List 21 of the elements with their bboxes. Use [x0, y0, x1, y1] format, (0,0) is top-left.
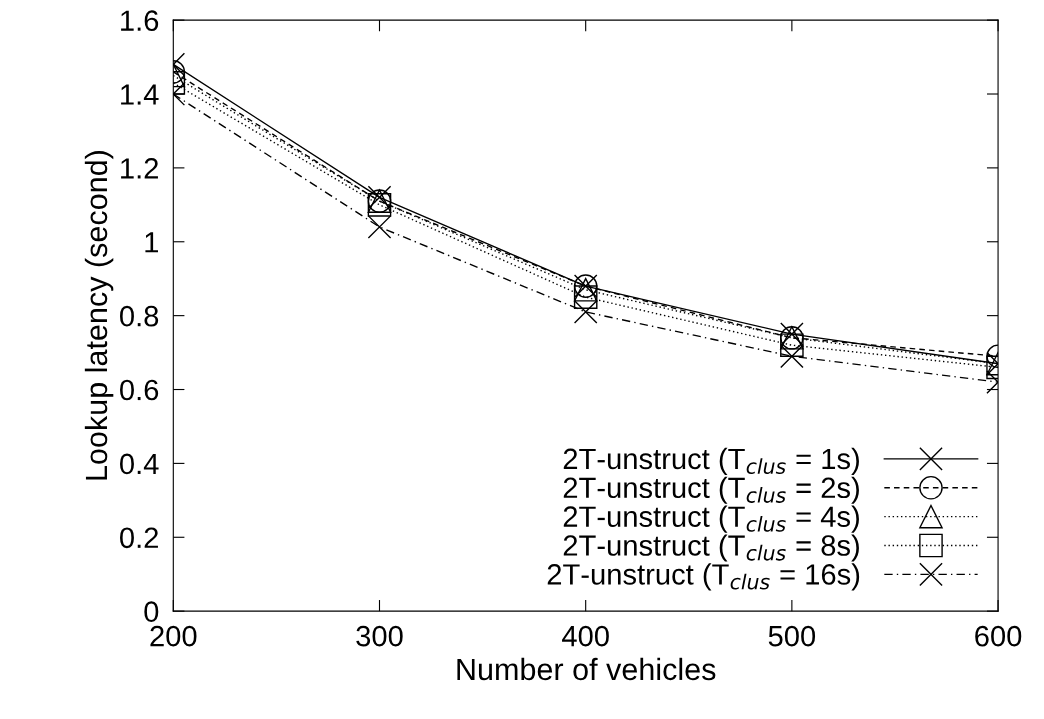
- x-axis-title: Number of vehicles: [457, 657, 716, 681]
- legend-label: 2T-unstruct (T$_{clus}$ = 8s): [563, 534, 859, 562]
- y-tick-label: 1.2: [121, 158, 158, 179]
- y-tick-label: 1: [145, 232, 158, 253]
- x-tick-label: 200: [150, 625, 197, 647]
- x-tick-label: 300: [356, 625, 403, 647]
- y-tick-label: 1.6: [121, 10, 159, 31]
- y-tick-label: 0: [144, 601, 159, 623]
- legend-label: 2T-unstruct (T$_{clus}$ = 2s): [563, 476, 859, 504]
- y-tick-label: 0.8: [120, 305, 159, 327]
- y-tick-label: 0.4: [120, 453, 159, 475]
- legend-label: 2T-unstruct (T$_{clus}$ = 4s): [563, 505, 859, 533]
- y-tick-label: 1.4: [121, 84, 159, 105]
- legend-label: 2T-unstruct (T$_{clus}$ = 16s): [547, 563, 860, 591]
- y-tick-label: 0.2: [120, 527, 158, 549]
- y-tick-label: 0.6: [120, 379, 159, 401]
- y-axis-title: Lookup latency (second): [84, 151, 114, 480]
- x-tick-label: 600: [975, 625, 1022, 647]
- legend-label: 2T-unstruct (T$_{clus}$ = 1s): [563, 447, 859, 475]
- x-tick-label: 500: [768, 625, 816, 647]
- x-tick-label: 400: [562, 625, 609, 647]
